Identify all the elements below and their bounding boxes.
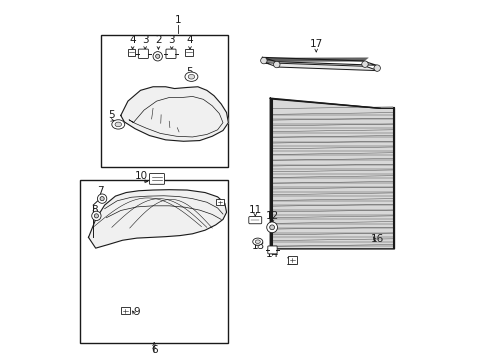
Bar — [101, 35, 228, 167]
Bar — [216, 199, 224, 206]
Polygon shape — [88, 190, 226, 248]
Bar — [184, 49, 192, 56]
Circle shape — [260, 57, 266, 64]
Circle shape — [361, 61, 367, 67]
Text: 2: 2 — [155, 35, 162, 45]
FancyBboxPatch shape — [138, 49, 148, 58]
Ellipse shape — [184, 72, 198, 81]
Text: 3: 3 — [168, 35, 175, 45]
FancyBboxPatch shape — [248, 217, 261, 224]
Text: 9: 9 — [133, 307, 139, 316]
Text: 13: 13 — [251, 241, 264, 251]
FancyBboxPatch shape — [165, 49, 176, 58]
Text: 3: 3 — [142, 35, 148, 45]
Circle shape — [273, 61, 280, 68]
Polygon shape — [121, 87, 228, 141]
Circle shape — [92, 211, 101, 221]
Text: 17: 17 — [309, 39, 322, 49]
Text: 8: 8 — [91, 206, 98, 216]
Ellipse shape — [188, 75, 194, 79]
Text: 15: 15 — [285, 257, 299, 267]
Polygon shape — [262, 57, 376, 65]
Text: 1: 1 — [175, 15, 181, 26]
Circle shape — [269, 225, 274, 230]
FancyBboxPatch shape — [267, 246, 277, 254]
Circle shape — [100, 197, 104, 201]
Text: 14: 14 — [265, 248, 279, 258]
Ellipse shape — [115, 122, 121, 127]
FancyBboxPatch shape — [149, 174, 164, 184]
Polygon shape — [270, 98, 394, 249]
Text: 12: 12 — [265, 211, 279, 221]
Circle shape — [155, 54, 160, 58]
Circle shape — [373, 65, 380, 71]
Text: 11: 11 — [248, 206, 262, 216]
Text: 4: 4 — [129, 35, 136, 45]
Text: 5: 5 — [108, 111, 115, 121]
Bar — [80, 180, 228, 343]
Bar — [287, 256, 296, 264]
Circle shape — [94, 214, 98, 218]
Text: 6: 6 — [150, 345, 157, 355]
Bar — [121, 307, 130, 315]
Ellipse shape — [252, 238, 262, 245]
Polygon shape — [265, 63, 377, 71]
Text: 16: 16 — [370, 234, 383, 244]
Circle shape — [97, 194, 106, 203]
Text: 5: 5 — [186, 67, 193, 77]
Text: 7: 7 — [97, 186, 103, 196]
Bar — [127, 49, 135, 56]
Circle shape — [266, 222, 277, 233]
Text: 4: 4 — [186, 35, 193, 45]
Ellipse shape — [255, 240, 260, 243]
Ellipse shape — [112, 120, 124, 129]
Circle shape — [153, 51, 162, 61]
Text: 10: 10 — [135, 171, 148, 181]
